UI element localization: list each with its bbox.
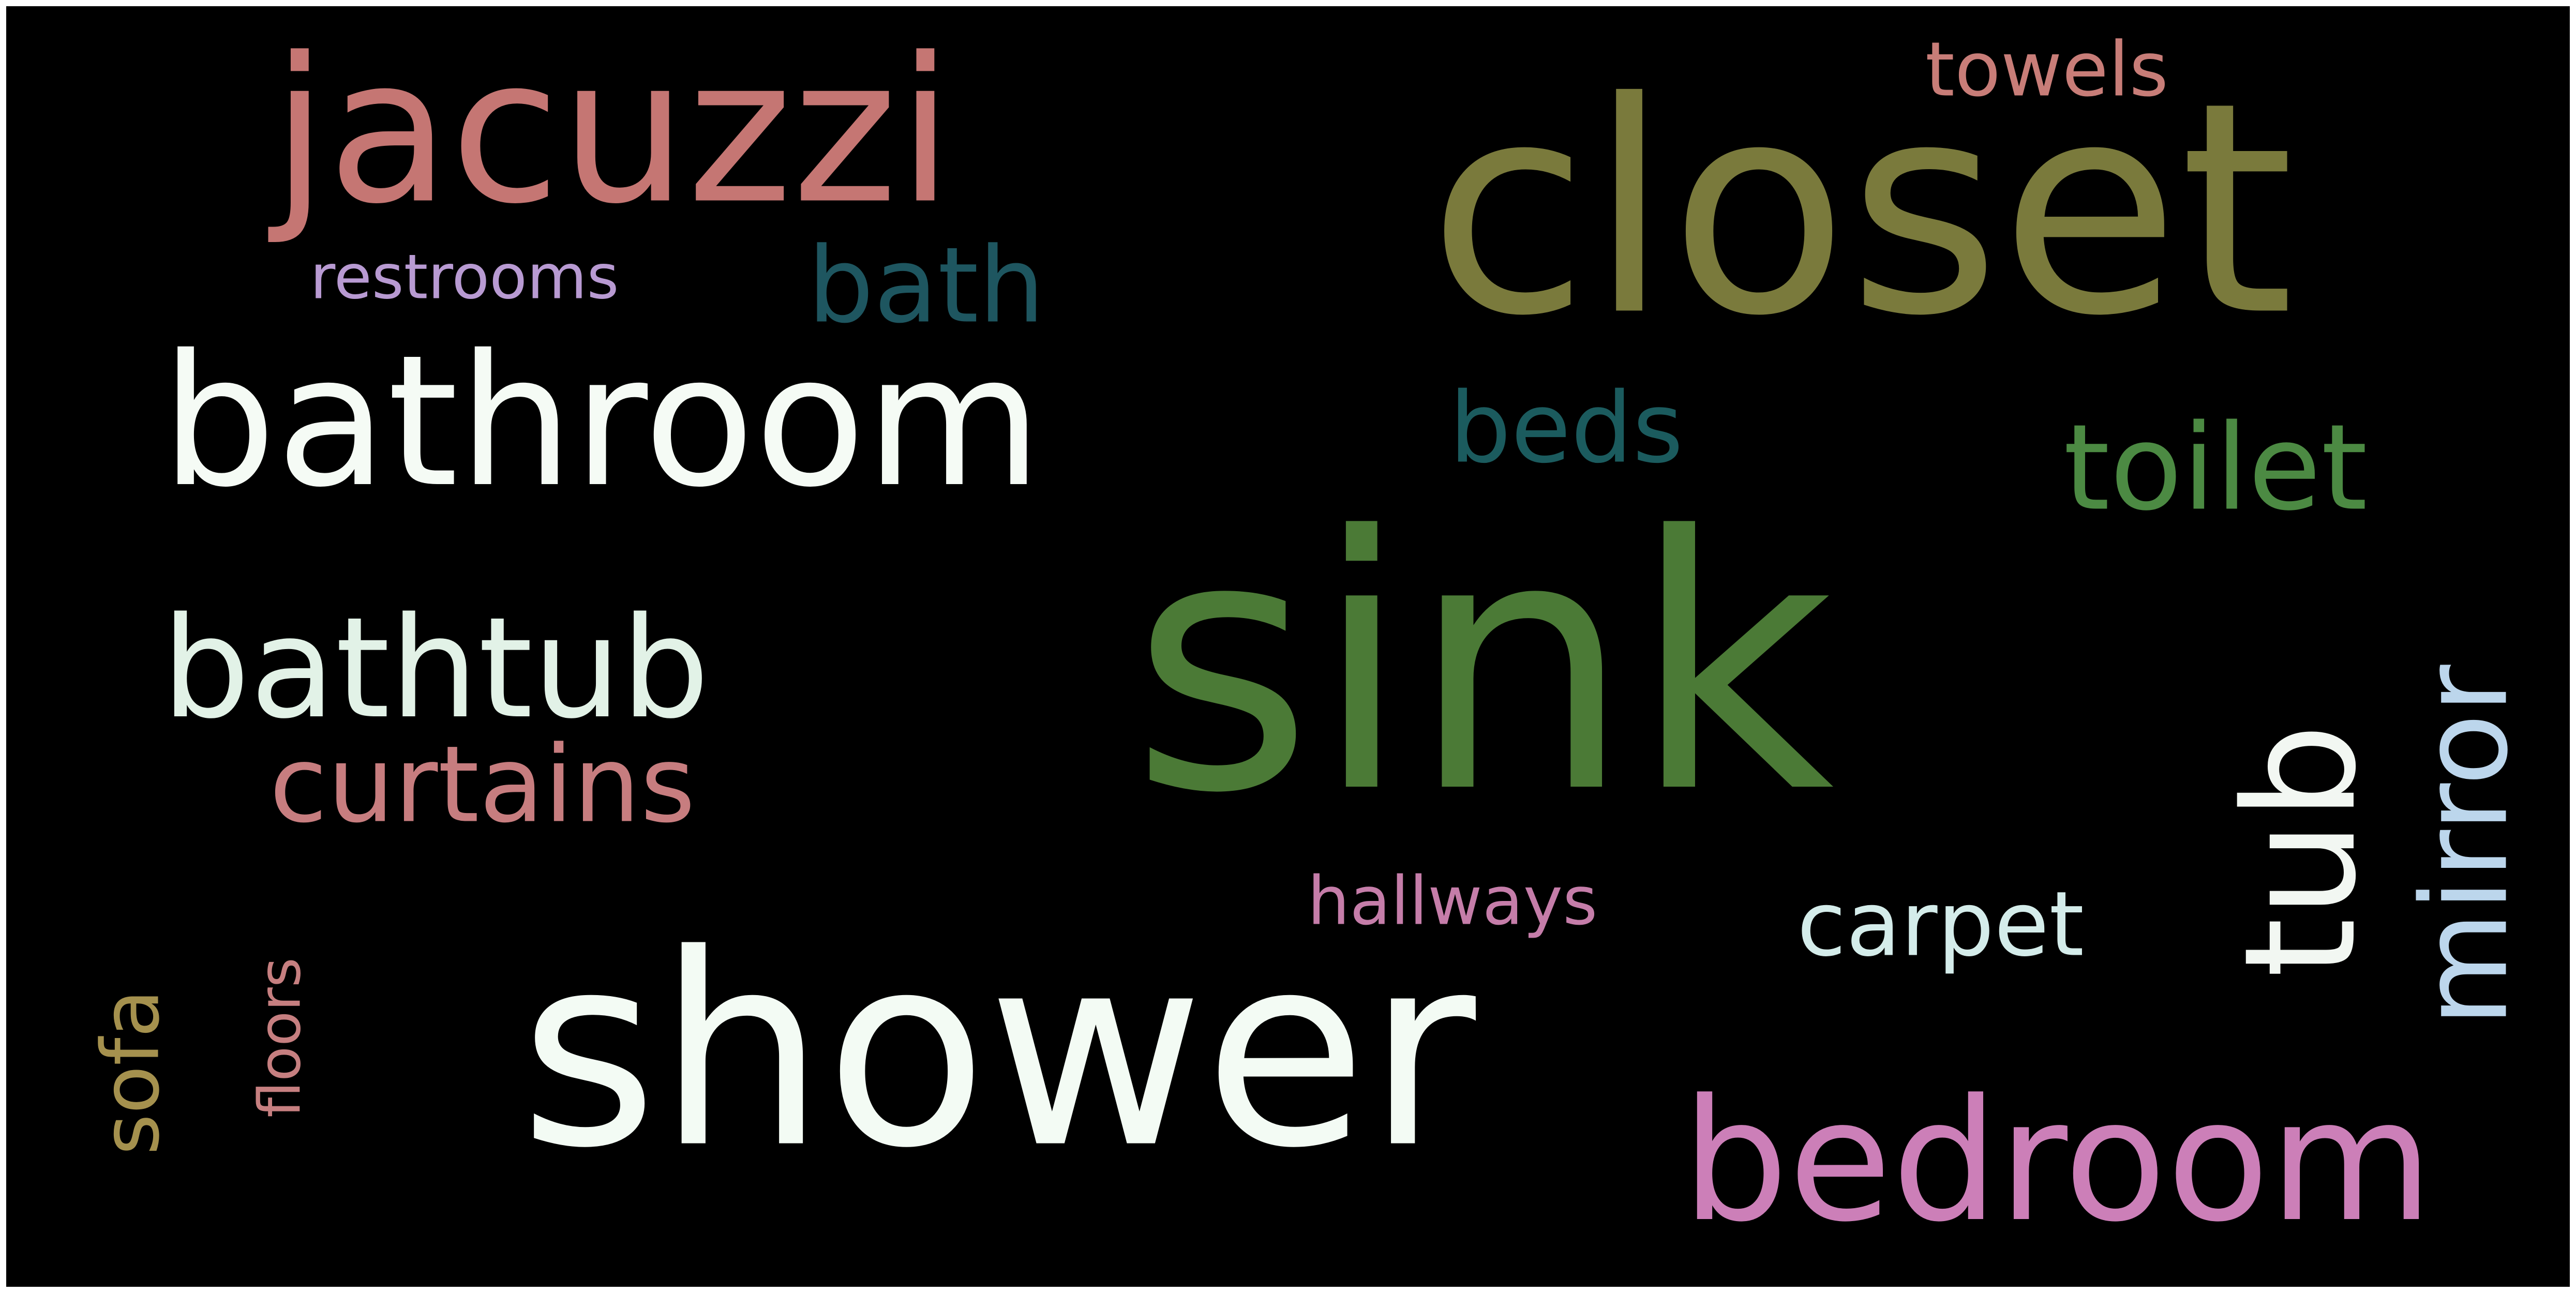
word-curtains: curtains <box>269 724 696 847</box>
word-jacuzzi: jacuzzi <box>265 16 953 248</box>
word-bathtub: bathtub <box>161 588 709 749</box>
word-shower: shower <box>519 898 1478 1206</box>
word-carpet: carpet <box>1797 873 2084 976</box>
word-mirror: mirror <box>2397 664 2535 1027</box>
word-sink: sink <box>1131 462 1834 869</box>
word-beds: beds <box>1449 372 1683 485</box>
word-floors: floors <box>247 957 314 1118</box>
words-layer: sinkshowerclosetbathroombedroomjacuzziba… <box>85 16 2535 1259</box>
word-tub: tub <box>2211 723 2390 978</box>
word-cloud-svg: sinkshowerclosetbathroombedroomjacuzziba… <box>85 16 2535 1259</box>
word-bathroom: bathroom <box>161 316 1042 527</box>
word-closet: closet <box>1428 40 2294 380</box>
word-bath: bath <box>807 225 1045 347</box>
word-cloud: sink shower closet bathroom bedroom jacuzzi ba… <box>6 6 2570 1287</box>
word-toilet: toilet <box>2063 399 2368 537</box>
word-sofa: sofa <box>85 989 177 1155</box>
word-towels: towels <box>1925 26 2168 114</box>
word-restrooms: restrooms <box>310 242 619 313</box>
word-hallways: hallways <box>1308 863 1598 940</box>
word-bedroom: bedroom <box>1682 1063 2433 1259</box>
